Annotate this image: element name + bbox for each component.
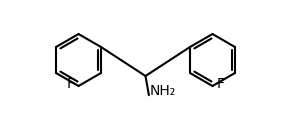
Text: F: F	[217, 77, 224, 91]
Text: NH₂: NH₂	[150, 84, 176, 98]
Text: F: F	[67, 77, 74, 91]
